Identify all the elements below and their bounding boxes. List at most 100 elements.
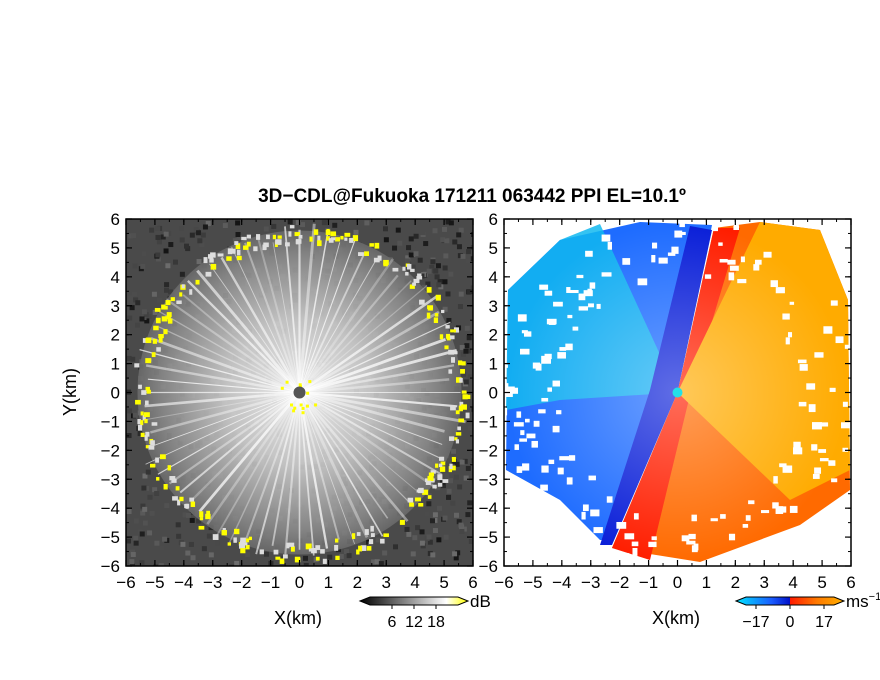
velocity-gap — [775, 287, 785, 294]
snr-ray — [298, 391, 369, 538]
snr-edge-pixel — [455, 410, 460, 415]
snr-edge-pixel — [461, 390, 467, 394]
snr-edge-pixel — [426, 287, 432, 293]
velocity-gap — [559, 456, 570, 461]
snr-ray — [179, 391, 301, 494]
snr-noise-cell — [433, 268, 439, 274]
snr-noise-cell — [447, 478, 453, 484]
velocity-gap — [830, 300, 838, 306]
velocity-gap — [633, 513, 639, 520]
snr-noise-cell — [130, 356, 136, 362]
velocity-gap — [688, 533, 696, 540]
snr-edge-pixel — [212, 534, 219, 540]
snr-ray — [146, 392, 300, 449]
velocity-gap — [686, 540, 696, 545]
velocity-gap — [693, 543, 699, 551]
velocity-gap — [770, 540, 776, 544]
snr-edge-pixel — [335, 555, 340, 560]
snr-edge-pixel — [245, 544, 250, 550]
snr-edge-pixel — [439, 334, 444, 340]
x-tick-label: 2 — [353, 573, 362, 592]
snr-noise-cell — [135, 300, 141, 306]
velocity-gap — [520, 430, 525, 436]
velocity-gap — [828, 460, 836, 466]
velocity-speckle — [504, 222, 865, 566]
snr-noise-cell — [442, 279, 448, 285]
snr-edge-pixel — [459, 377, 463, 383]
snr-edge-pixel — [158, 337, 163, 343]
velocity-gap — [842, 401, 848, 407]
snr-edge-pixel — [145, 337, 152, 344]
snr-edge-pixel — [203, 257, 208, 264]
velocity-gap — [588, 303, 594, 308]
velocity-gap — [855, 421, 865, 427]
colorbar-tick-label: −17 — [742, 614, 769, 631]
snr-noise-cell — [222, 223, 228, 229]
snr-noise-cell — [188, 541, 194, 547]
snr-edge-pixel — [143, 412, 150, 418]
snr-edge-pixel — [165, 300, 171, 306]
snr-edge-pixel — [145, 431, 150, 437]
snr-edge-pixel — [236, 255, 242, 261]
snr-noise-cell — [232, 238, 238, 244]
snr-noise-cell — [140, 503, 146, 509]
velocity-gap — [557, 467, 564, 475]
snr-edge-pixel — [170, 297, 175, 302]
snr-noise-cell — [143, 312, 149, 318]
x-tick-label: 4 — [788, 573, 797, 592]
velocity-gap — [572, 326, 579, 331]
velocity-gap — [535, 363, 542, 371]
snr-noise-cell — [406, 531, 412, 537]
snr-noise-cell — [147, 530, 153, 536]
snr-edge-pixel — [235, 243, 241, 250]
velocity-gap — [799, 364, 808, 371]
snr-noise-cell — [164, 503, 170, 509]
snr-ray — [299, 364, 455, 394]
velocity-gap — [539, 284, 549, 290]
y-tick-label: −5 — [101, 528, 120, 547]
snr-noise-cell — [139, 316, 145, 322]
x-tick-label: −2 — [232, 573, 251, 592]
x-tick-label: −1 — [261, 573, 280, 592]
snr-noise-cell — [434, 485, 440, 491]
snr-noise-cell — [456, 232, 462, 238]
snr-edge-pixel — [243, 245, 249, 250]
velocity-gap — [733, 225, 740, 231]
snr-noise-cell — [445, 219, 451, 225]
y-tick-label: 6 — [111, 210, 120, 229]
snr-edge-pixel — [153, 325, 159, 331]
snr-noise-cell — [130, 551, 136, 557]
snr-noise-cell — [139, 531, 145, 537]
y-tick-label: −1 — [479, 412, 498, 431]
x-tick-label: 6 — [846, 573, 855, 592]
snr-edge-pixel — [263, 242, 269, 248]
snr-noise-cell — [456, 244, 462, 250]
velocity-gap — [667, 252, 676, 256]
snr-noise-cell — [189, 232, 195, 238]
snr-noise-cell — [423, 241, 429, 247]
velocity-gap — [720, 514, 726, 519]
y-tick-label: −2 — [479, 441, 498, 460]
snr-noise-cell — [371, 559, 377, 565]
snr-noise-cell — [176, 533, 182, 539]
snr-y-axis: −6 −5 −4 −3 −2 −1 0 1 2 3 4 5 6 — [101, 210, 473, 576]
velocity-gap — [516, 466, 523, 473]
snr-noise-cell — [129, 559, 135, 565]
snr-noise-cell — [440, 483, 446, 489]
snr-edge-pixel — [234, 241, 239, 245]
snr-noise-cell — [129, 305, 135, 311]
snr-colorbar: 6 12 18 dB — [358, 592, 491, 631]
snr-center-pixel — [299, 403, 303, 407]
snr-ray — [298, 251, 366, 393]
snr-noise-cell — [344, 549, 350, 555]
snr-ray — [298, 391, 443, 476]
velocity-gap — [590, 509, 600, 517]
velocity-gap — [589, 282, 596, 289]
velocity-gap — [681, 231, 686, 235]
velocity-gap — [788, 332, 793, 338]
snr-noise-cell — [142, 473, 148, 479]
snr-noise-cell — [185, 550, 191, 556]
snr-edge-pixel — [137, 424, 143, 431]
snr-ray — [271, 392, 301, 546]
